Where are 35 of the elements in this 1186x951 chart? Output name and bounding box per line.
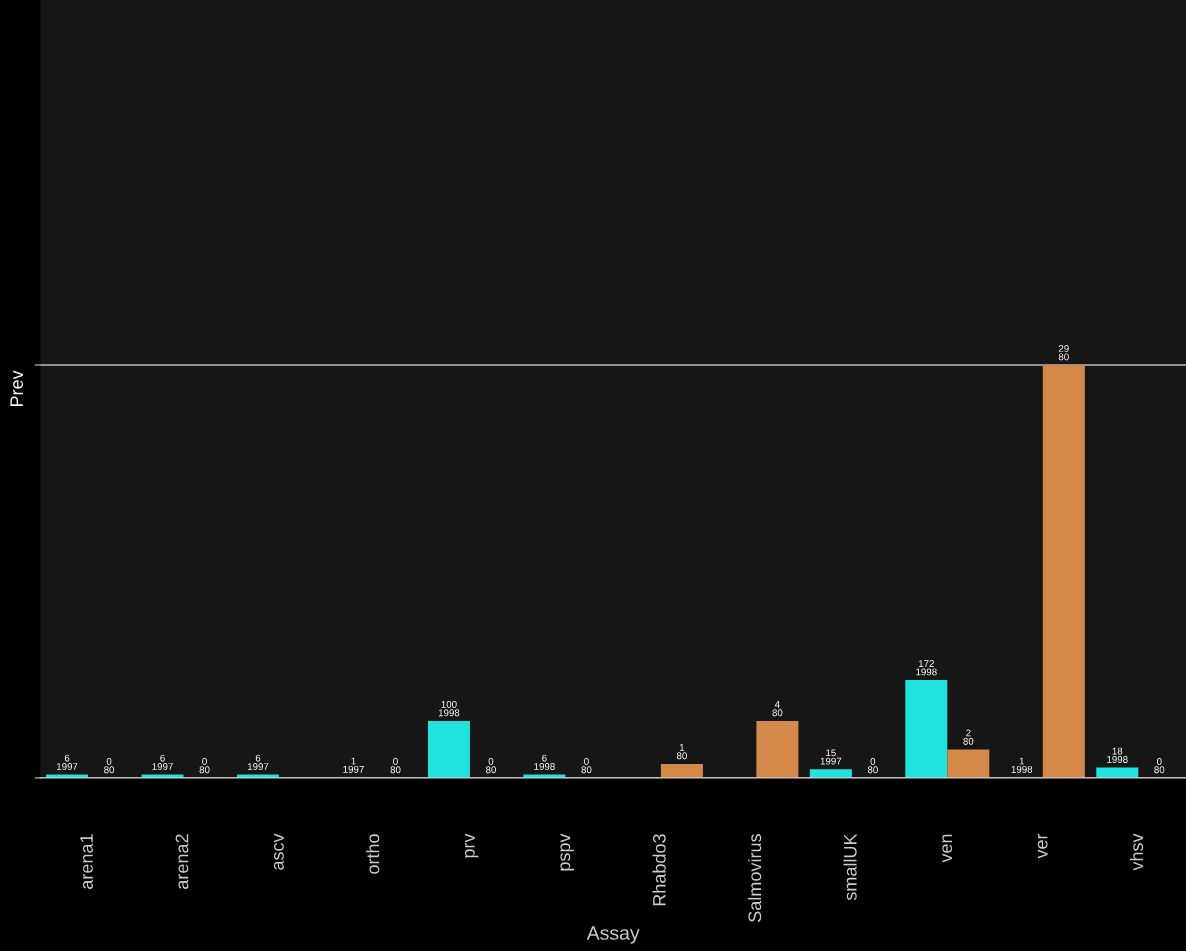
x-tick-label: arena2 (175, 834, 189, 889)
annotation: 2 80 (963, 729, 974, 745)
annotation: 0 80 (867, 757, 878, 774)
annotation: 0 80 (390, 757, 401, 774)
annotation: 6 1997 (152, 754, 173, 770)
annotation: 100 1998 (438, 700, 460, 717)
annotation: 6 1998 (534, 754, 555, 770)
x-tick-label: vhsv (1129, 833, 1144, 871)
annotation: 0 80 (485, 757, 496, 774)
x-tick-label: prv (464, 833, 479, 858)
x-tick-label: ortho (366, 834, 380, 874)
x-tick-label: ven (942, 834, 953, 863)
x-tick-label: arena1 (80, 834, 93, 889)
annotation: 6 1997 (247, 754, 269, 770)
x-tick-label: Salmovirus (747, 834, 762, 922)
annotation: 6 1997 (56, 754, 78, 770)
annotation: 172 1998 (916, 660, 937, 676)
annotation: 0 80 (1154, 757, 1165, 774)
annotation: 0 80 (581, 757, 592, 774)
y-axis-title: Prev (10, 370, 24, 407)
annotation: 0 80 (199, 757, 210, 774)
x-tick-label: smallUK (843, 833, 857, 901)
x-tick-label: pspv (560, 833, 574, 871)
annotation: 1 1998 (1011, 757, 1033, 773)
x-tick-label: Rhabdo3 (652, 834, 666, 906)
x-axis-title: Assay (586, 926, 640, 944)
annotation: 4 80 (772, 701, 783, 717)
annotation: 15 1997 (820, 749, 842, 765)
annotation: 1 80 (676, 744, 687, 760)
annotation: 0 80 (104, 757, 115, 774)
x-tick-label: ascv (273, 833, 284, 870)
annotation: 1 1997 (343, 757, 364, 773)
annotation: 18 1998 (1107, 747, 1128, 763)
x-tick-label: ver (1037, 833, 1048, 859)
annotation: 29 80 (1058, 345, 1069, 361)
